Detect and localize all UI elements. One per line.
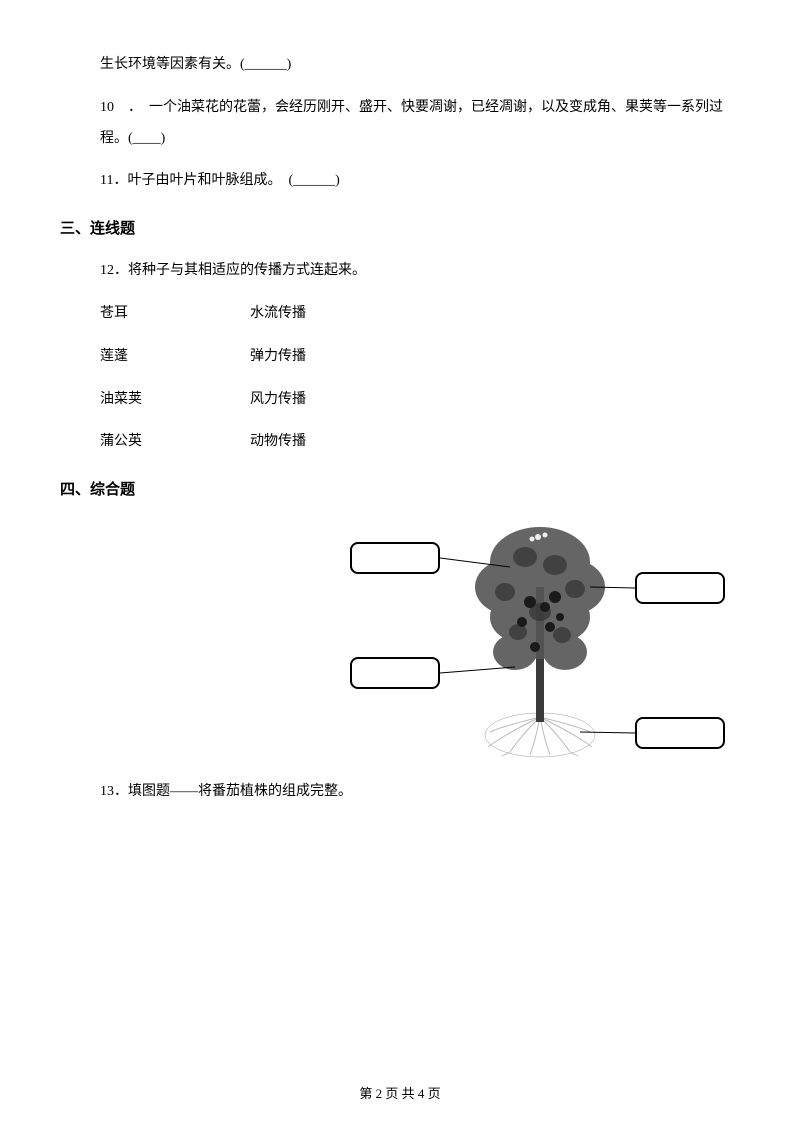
match-row: 油菜荚风力传播	[60, 385, 740, 416]
plant-illustration	[450, 517, 630, 767]
diagram-label-box	[635, 572, 725, 604]
diagram-label-box	[635, 717, 725, 749]
question-11: 11．叶子由叶片和叶脉组成。 (______)	[60, 166, 740, 197]
question-13: 13．填图题——将番茄植株的组成完整。	[60, 777, 740, 808]
diagram-label-box	[350, 657, 440, 689]
page-footer: 第 2 页 共 4 页	[0, 1083, 800, 1102]
match-row: 莲蓬弹力传播	[60, 342, 740, 373]
match-row: 蒲公英动物传播	[60, 427, 740, 458]
match-right-item: 弹力传播	[250, 349, 306, 364]
match-left-item: 莲蓬	[100, 342, 250, 373]
section-4-header: 四、综合题	[60, 478, 740, 499]
match-right-item: 动物传播	[250, 434, 306, 449]
match-left-item: 苍耳	[100, 299, 250, 330]
match-left-item: 油菜荚	[100, 385, 250, 416]
matching-exercise: 苍耳水流传播莲蓬弹力传播油菜荚风力传播蒲公英动物传播	[60, 299, 740, 458]
match-row: 苍耳水流传播	[60, 299, 740, 330]
match-left-item: 蒲公英	[100, 427, 250, 458]
question-partial: 生长环境等因素有关。(______)	[60, 50, 740, 81]
diagram-label-box	[350, 542, 440, 574]
section-3-header: 三、连线题	[60, 217, 740, 238]
question-12: 12．将种子与其相适应的传播方式连起来。	[60, 256, 740, 287]
question-10: 10 ． 一个油菜花的花蕾，会经历刚开、盛开、快要凋谢，已经凋谢，以及变成角、果…	[60, 93, 740, 155]
match-right-item: 水流传播	[250, 306, 306, 321]
match-right-item: 风力传播	[250, 392, 306, 407]
plant-diagram	[330, 517, 730, 777]
